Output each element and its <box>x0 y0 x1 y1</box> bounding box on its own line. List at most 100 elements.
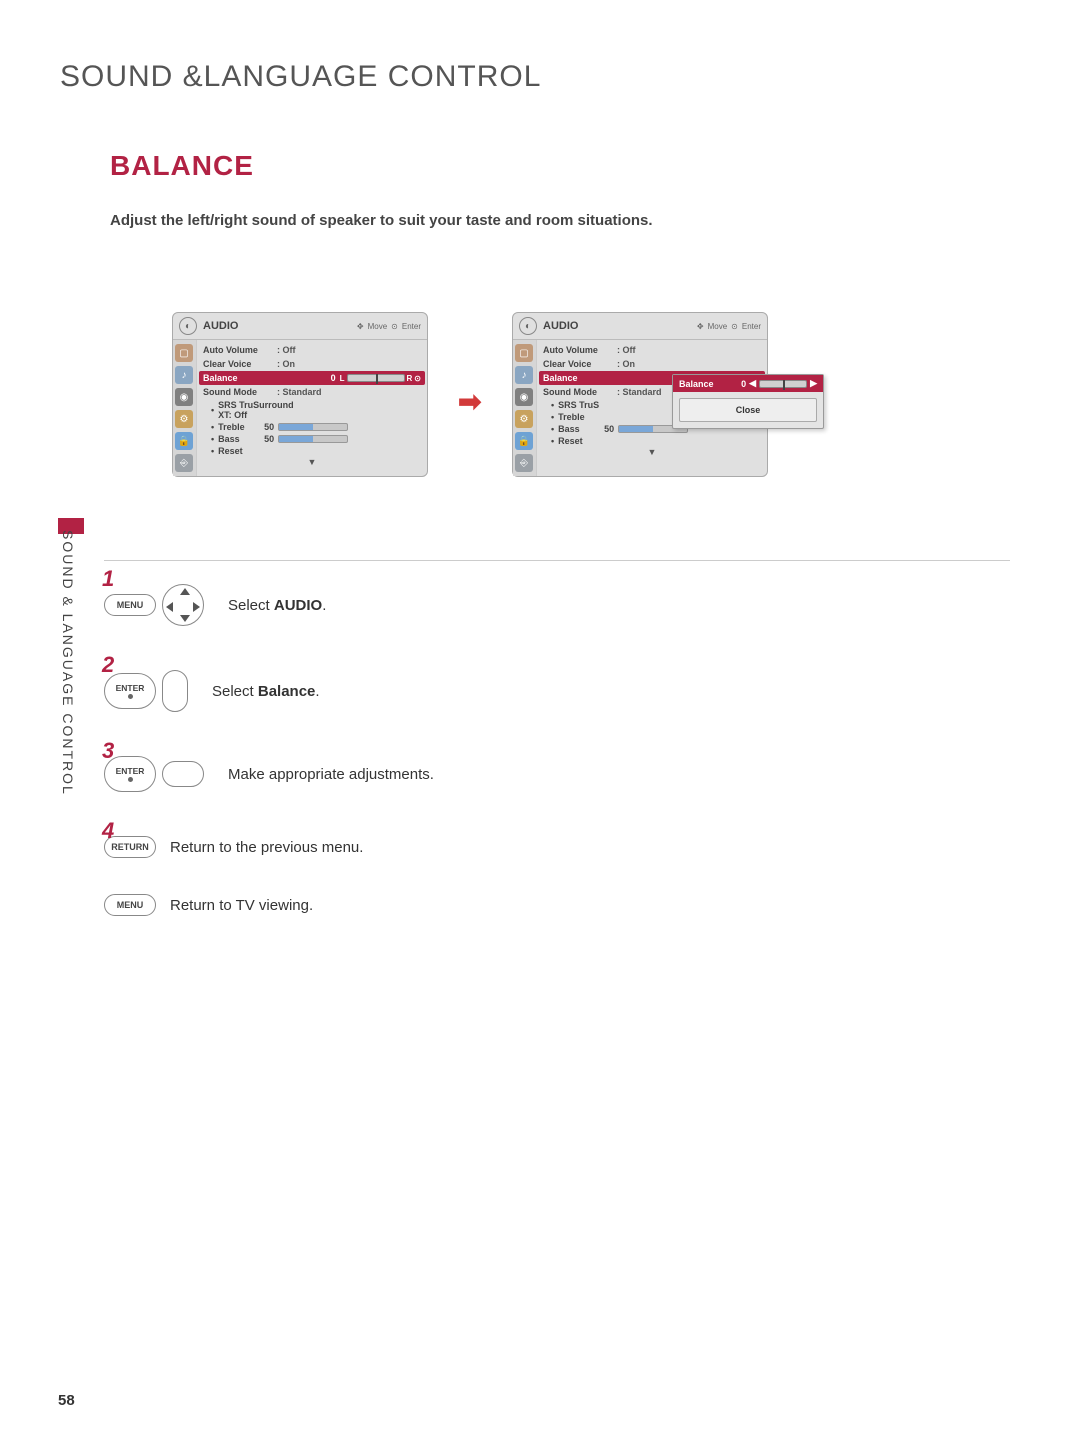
step-text: Make appropriate adjustments. <box>228 766 434 783</box>
value: 50 <box>264 434 274 444</box>
balance-popup: Balance 0 ◀ ▶ Close <box>672 374 824 429</box>
balance-slider[interactable]: L R ⊙ <box>340 374 421 383</box>
label: Balance <box>543 373 617 383</box>
step-2: 2 ENTER Select Balance. <box>104 670 434 712</box>
step-4: 4 RETURN Return to the previous menu. <box>104 836 434 858</box>
label: Auto Volume <box>203 345 277 355</box>
step-1: 1 MENU Select AUDIO. <box>104 584 434 626</box>
slider-right-label: R <box>407 374 413 383</box>
row-auto-volume[interactable]: Auto Volume : Off <box>203 343 421 357</box>
step-text: Return to the previous menu. <box>170 839 363 856</box>
section-title: BALANCE <box>110 150 254 182</box>
step-text: Select Balance. <box>212 683 320 700</box>
lock-icon: 🔒 <box>175 432 193 450</box>
value: : Standard <box>277 387 322 397</box>
popup-close-button[interactable]: Close <box>679 398 817 422</box>
label: Clear Voice <box>543 359 617 369</box>
osd-title: AUDIO <box>203 320 238 332</box>
row-clear-voice[interactable]: Clear Voice : On <box>543 357 761 371</box>
lock-icon: 🔒 <box>515 432 533 450</box>
slider-left-label: L <box>340 374 345 383</box>
step-5: MENU Return to TV viewing. <box>104 894 434 916</box>
balance-value: 0 <box>331 373 336 383</box>
row-balance-selected[interactable]: Balance 0 L R ⊙ <box>199 371 425 385</box>
page-number: 58 <box>58 1392 75 1409</box>
label: Bass <box>218 434 264 444</box>
label: Clear Voice <box>203 359 277 369</box>
row-clear-voice[interactable]: Clear Voice : On <box>203 357 421 371</box>
label: Treble <box>218 422 264 432</box>
nav-4way-button[interactable] <box>162 584 204 626</box>
row-bass[interactable]: • Bass 50 <box>203 433 421 445</box>
label: Sound Mode <box>543 387 617 397</box>
input-icon: ⎆ <box>515 454 533 472</box>
transition-arrow-icon: ➡ <box>458 385 481 418</box>
section-description: Adjust the left/right sound of speaker t… <box>110 212 653 229</box>
osd-category-icons: ▢ ♪ ◉ ⚙ 🔒 ⎆ <box>513 340 537 476</box>
audio-icon: ◐ <box>179 317 197 335</box>
page-title: SOUND &LANGUAGE CONTROL <box>60 60 541 94</box>
value: 50 <box>604 424 614 434</box>
label: Sound Mode <box>203 387 277 397</box>
enter-button[interactable]: ENTER <box>104 673 156 709</box>
osd-title: AUDIO <box>543 320 578 332</box>
value: : On <box>617 359 635 369</box>
step-text: Select AUDIO. <box>228 597 326 614</box>
popup-balance-slider[interactable] <box>759 380 807 388</box>
step-number: 1 <box>102 566 114 592</box>
value: Off <box>234 410 247 420</box>
value: : Off <box>617 345 636 355</box>
value: 50 <box>264 422 274 432</box>
option-icon: ⚙ <box>175 410 193 428</box>
step-number: 3 <box>102 738 114 764</box>
picture-icon: ▢ <box>515 344 533 362</box>
osd-menu-left: ◐ AUDIO ✥Move ⊙Enter ▢ ♪ ◉ ⚙ 🔒 ⎆ Auto Vo… <box>172 312 428 477</box>
row-reset[interactable]: • Reset <box>543 435 761 447</box>
row-srs[interactable]: • SRS TruSurround XT: Off <box>203 399 421 421</box>
audio-active-icon: ♪ <box>175 366 193 384</box>
popup-header: Balance 0 ◀ ▶ <box>673 375 823 392</box>
more-below-icon: ▼ <box>543 447 761 457</box>
input-icon: ⎆ <box>175 454 193 472</box>
osd-nav-hint: ✥Move ⊙Enter <box>697 322 761 331</box>
instruction-steps: 1 MENU Select AUDIO. 2 ENTER Select Bala… <box>104 584 434 960</box>
osd-header: ◐ AUDIO ✥Move ⊙Enter <box>173 313 427 340</box>
step-text: Return to TV viewing. <box>170 897 313 914</box>
nav-vertical-button[interactable] <box>162 670 188 712</box>
popup-value: 0 <box>741 379 746 389</box>
time-icon: ◉ <box>175 388 193 406</box>
osd-category-icons: ▢ ♪ ◉ ⚙ 🔒 ⎆ <box>173 340 197 476</box>
treble-slider[interactable] <box>278 423 348 431</box>
more-below-icon: ▼ <box>203 457 421 467</box>
menu-button[interactable]: MENU <box>104 594 156 616</box>
label: Reset <box>558 436 650 446</box>
row-sound-mode[interactable]: Sound Mode : Standard <box>203 385 421 399</box>
audio-icon: ◐ <box>519 317 537 335</box>
value: : On <box>277 359 295 369</box>
step-number: 2 <box>102 652 114 678</box>
nav-horizontal-button[interactable] <box>162 761 204 787</box>
osd-header: ◐ AUDIO ✥Move ⊙Enter <box>513 313 767 340</box>
audio-active-icon: ♪ <box>515 366 533 384</box>
row-reset[interactable]: • Reset <box>203 445 421 457</box>
time-icon: ◉ <box>515 388 533 406</box>
label: Bass <box>558 424 604 434</box>
option-icon: ⚙ <box>515 410 533 428</box>
popup-title: Balance <box>679 379 714 389</box>
osd-nav-hint: ✥Move ⊙Enter <box>357 322 421 331</box>
value: : Standard <box>617 387 662 397</box>
label: Balance <box>203 373 277 383</box>
menu-button[interactable]: MENU <box>104 894 156 916</box>
label: Auto Volume <box>543 345 617 355</box>
step-number: 4 <box>102 818 114 844</box>
label: SRS TruS <box>558 400 650 410</box>
row-treble[interactable]: • Treble 50 <box>203 421 421 433</box>
label: Reset <box>218 446 310 456</box>
label: Treble <box>558 412 604 422</box>
picture-icon: ▢ <box>175 344 193 362</box>
arrow-left-icon[interactable]: ◀ <box>749 378 756 389</box>
step-3: 3 ENTER Make appropriate adjustments. <box>104 756 434 792</box>
arrow-right-icon[interactable]: ▶ <box>810 378 817 389</box>
row-auto-volume[interactable]: Auto Volume : Off <box>543 343 761 357</box>
bass-slider[interactable] <box>278 435 348 443</box>
